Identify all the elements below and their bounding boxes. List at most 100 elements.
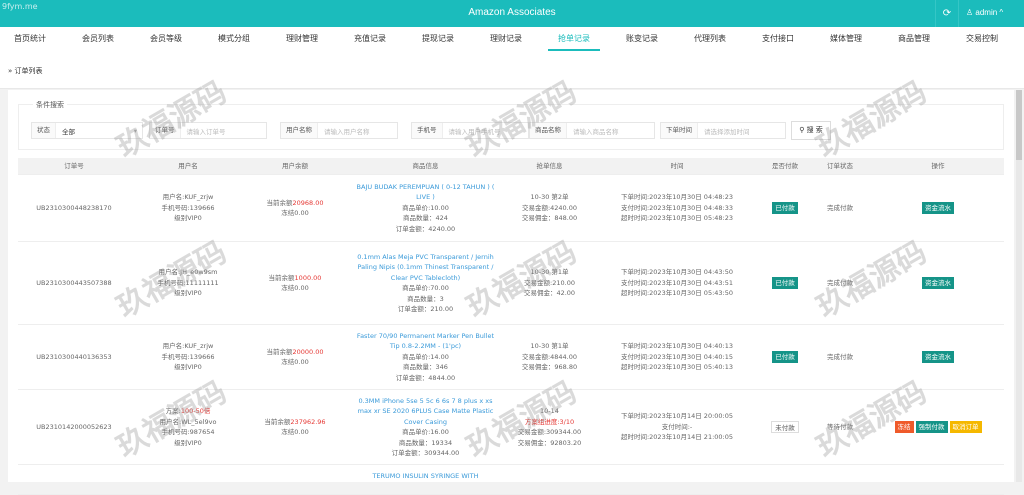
tab-11[interactable]: 支付接口 xyxy=(762,34,794,43)
scrollbar[interactable] xyxy=(1016,90,1022,482)
main-nav: 首页统计 会员列表 会员等级 模式分组 理财管理 充值记录 提现记录 理财记录 抢单记录 账变记录… xyxy=(0,27,1024,51)
paid-badge: 已付款 xyxy=(772,202,798,214)
time-line: 下单时间:2023年10月14日 20:00:05 xyxy=(620,412,734,421)
tab-4[interactable]: 理财管理 xyxy=(286,34,318,43)
order-number: UB2310300448238170 xyxy=(36,203,112,212)
time-field[interactable]: 下单时间 请选择添加时间 xyxy=(660,122,786,139)
phone-field[interactable]: 手机号 请输入用户手机号 xyxy=(411,122,529,139)
product-name-link[interactable]: TERUMO INSULIN SYRINGE WITH xyxy=(372,472,479,480)
order-input[interactable]: 请输入订单号 xyxy=(186,127,226,136)
balance-line: 当前余额237962.96 xyxy=(246,417,344,428)
top-bar: 9fym.me Amazon Associates ⟳ ♙ admin ^ xyxy=(0,0,1024,27)
time-info: 下单时间:2023年10月30日 04:40:13 支付时间:2023年10月30… xyxy=(592,341,762,373)
grab-line: 10-14 xyxy=(540,407,559,415)
time-line: 支付时间:2023年10月30日 04:40:15 xyxy=(620,352,734,361)
grab-info: 10-30 第1单 交易金额:4844.00 交易佣金：968.80 xyxy=(507,341,592,373)
search-button[interactable]: ⚲ 搜 索 xyxy=(791,121,831,140)
product-detail: 商品单价:10.00 xyxy=(402,203,449,212)
column-header: 用户余额 xyxy=(282,161,308,170)
action-button-0[interactable]: 资金流水 xyxy=(922,202,954,214)
product-name-link[interactable]: Faster 70/90 Permanent Marker Pen Bullet… xyxy=(356,331,495,351)
product-name-link[interactable]: 0.1mm Alas Meja PVC Transparent / Jernih… xyxy=(357,252,494,282)
user-line: 手机号码:11111111 xyxy=(157,278,219,287)
time-label: 下单时间 xyxy=(661,123,698,138)
user-line: 级别VIP0 xyxy=(174,438,202,447)
product-detail: 订单金额：4844.00 xyxy=(395,373,456,382)
user-info: 用户名:JH_e0w9sm 手机号码:11111111 级别VIP0 xyxy=(130,267,246,299)
action-button-0[interactable]: 资金流水 xyxy=(922,351,954,363)
tab-3[interactable]: 模式分组 xyxy=(218,34,250,43)
product-field[interactable]: 商品名称 请输入商品名称 xyxy=(529,122,655,139)
balance-value: 237962.96 xyxy=(290,417,326,426)
balance-info: 当前余额20000.00 冻结0.00 xyxy=(246,347,344,368)
user-info: 方案:100-50倍 用户名:WL_5el9vo 手机号码:987654 级别VIP0 xyxy=(130,406,246,448)
user-line: 级别VIP0 xyxy=(174,363,202,372)
tab-12[interactable]: 媒体管理 xyxy=(830,34,862,43)
payment-status: 已付款 xyxy=(762,351,808,363)
payment-status: 已付款 xyxy=(762,277,808,289)
grab-line: 交易金额:4844.00 xyxy=(521,352,578,361)
breadcrumb-bar: » 订单列表 xyxy=(0,51,1024,89)
paid-badge: 已付款 xyxy=(772,277,798,289)
tab-13[interactable]: 商品管理 xyxy=(898,34,930,43)
action-button-1[interactable]: 强制付款 xyxy=(915,421,948,433)
grab-line: 交易佣金：92803.20 xyxy=(517,438,582,447)
product-detail: 商品数量：346 xyxy=(403,363,448,372)
user-line: 手机号码:987654 xyxy=(161,428,215,436)
scrollbar-thumb[interactable] xyxy=(1016,90,1022,160)
product-name-link[interactable]: BAJU BUDAK PEREMPUAN ( 0-12 TAHUN ) ( LI… xyxy=(356,182,495,202)
grab-line: 交易佣金：968.80 xyxy=(521,363,578,372)
status-select[interactable]: 状态 全部 ▾ xyxy=(31,122,143,139)
username-input[interactable]: 请输入用户名称 xyxy=(324,127,370,136)
balance-label: 当前余额 xyxy=(268,273,295,282)
time-input[interactable]: 请选择添加时间 xyxy=(704,127,750,136)
tab-2[interactable]: 会员等级 xyxy=(150,34,182,43)
user-menu[interactable]: ♙ admin ^ xyxy=(966,8,1004,17)
product-detail: 商品单价:14.00 xyxy=(402,352,449,361)
grab-line: 交易金额:309344.00 xyxy=(517,428,582,436)
product-label: 商品名称 xyxy=(530,123,567,138)
action-button-2[interactable]: 取消订单 xyxy=(949,421,982,433)
tab-0[interactable]: 首页统计 xyxy=(14,34,46,43)
time-line: 下单时间:2023年10月30日 04:43:50 xyxy=(620,268,734,277)
refresh-icon[interactable]: ⟳ xyxy=(935,0,959,27)
balance-info: 当前余额237962.96 冻结0.00 xyxy=(246,417,344,438)
table-row: UB2310300440136353 用户名:KUF_zrjw 手机号码:13966… xyxy=(18,325,1004,390)
user-info: 用户名:KUF_zrjw 手机号码:139666 级别VIP0 xyxy=(130,192,246,224)
column-header: 用户名 xyxy=(178,161,198,170)
time-line: 超时时间:2023年10月14日 21:00:05 xyxy=(620,433,734,442)
order-field[interactable]: 订单号 请输入订单号 xyxy=(149,122,267,139)
tab-1[interactable]: 会员列表 xyxy=(82,34,114,43)
paid-badge: 已付款 xyxy=(772,351,798,363)
phone-input[interactable]: 请输入用户手机号 xyxy=(448,127,501,136)
user-line: 手机号码:139666 xyxy=(161,203,215,212)
tab-5[interactable]: 充值记录 xyxy=(354,34,386,43)
breadcrumb: » 订单列表 xyxy=(8,67,43,75)
action-button-0[interactable]: 冻结 xyxy=(894,421,914,433)
table-row: UB2310142000052623 方案:100-50倍 用户名:WL_5el9v… xyxy=(18,390,1004,465)
tab-8[interactable]: 抢单记录 xyxy=(548,27,600,51)
tab-7[interactable]: 理财记录 xyxy=(490,34,522,43)
user-line: 级别VIP0 xyxy=(174,214,202,223)
tab-6[interactable]: 提现记录 xyxy=(422,34,454,43)
user-icon: ♙ xyxy=(966,8,976,17)
product-input[interactable]: 请输入商品名称 xyxy=(573,127,619,136)
balance-value: 20968.00 xyxy=(292,198,324,207)
grab-line: 10-30 第1单 xyxy=(530,342,569,351)
user-line: 用户名:JH_e0w9sm xyxy=(158,268,218,277)
time-line: 超时时间:2023年10月30日 05:40:13 xyxy=(620,363,734,372)
tab-9[interactable]: 账变记录 xyxy=(626,34,658,43)
product-detail: 订单金额：309344.00 xyxy=(391,449,460,457)
tab-10[interactable]: 代理列表 xyxy=(694,34,726,43)
chevron-down-icon: ▾ xyxy=(133,126,137,135)
user-info: 用户名:KUF_zrjw 手机号码:139666 级别VIP0 xyxy=(130,341,246,373)
balance-label: 当前余额 xyxy=(266,198,293,207)
search-button-label: 搜 索 xyxy=(806,126,823,134)
username-field[interactable]: 用户名称 请输入用户名称 xyxy=(280,122,398,139)
tab-14[interactable]: 交易控制 xyxy=(966,34,998,43)
time-line: 支付时间:2023年10月30日 04:48:33 xyxy=(620,203,734,212)
action-button-0[interactable]: 资金流水 xyxy=(922,277,954,289)
status-value: 全部 xyxy=(62,127,75,136)
time-info: 下单时间:2023年10月14日 20:00:05 支付时间:- 超时时间:2023… xyxy=(592,411,762,443)
product-name-link[interactable]: 0.3MM iPhone 5se 5 5c 6 6s 7 8 plus x xs… xyxy=(357,396,494,426)
